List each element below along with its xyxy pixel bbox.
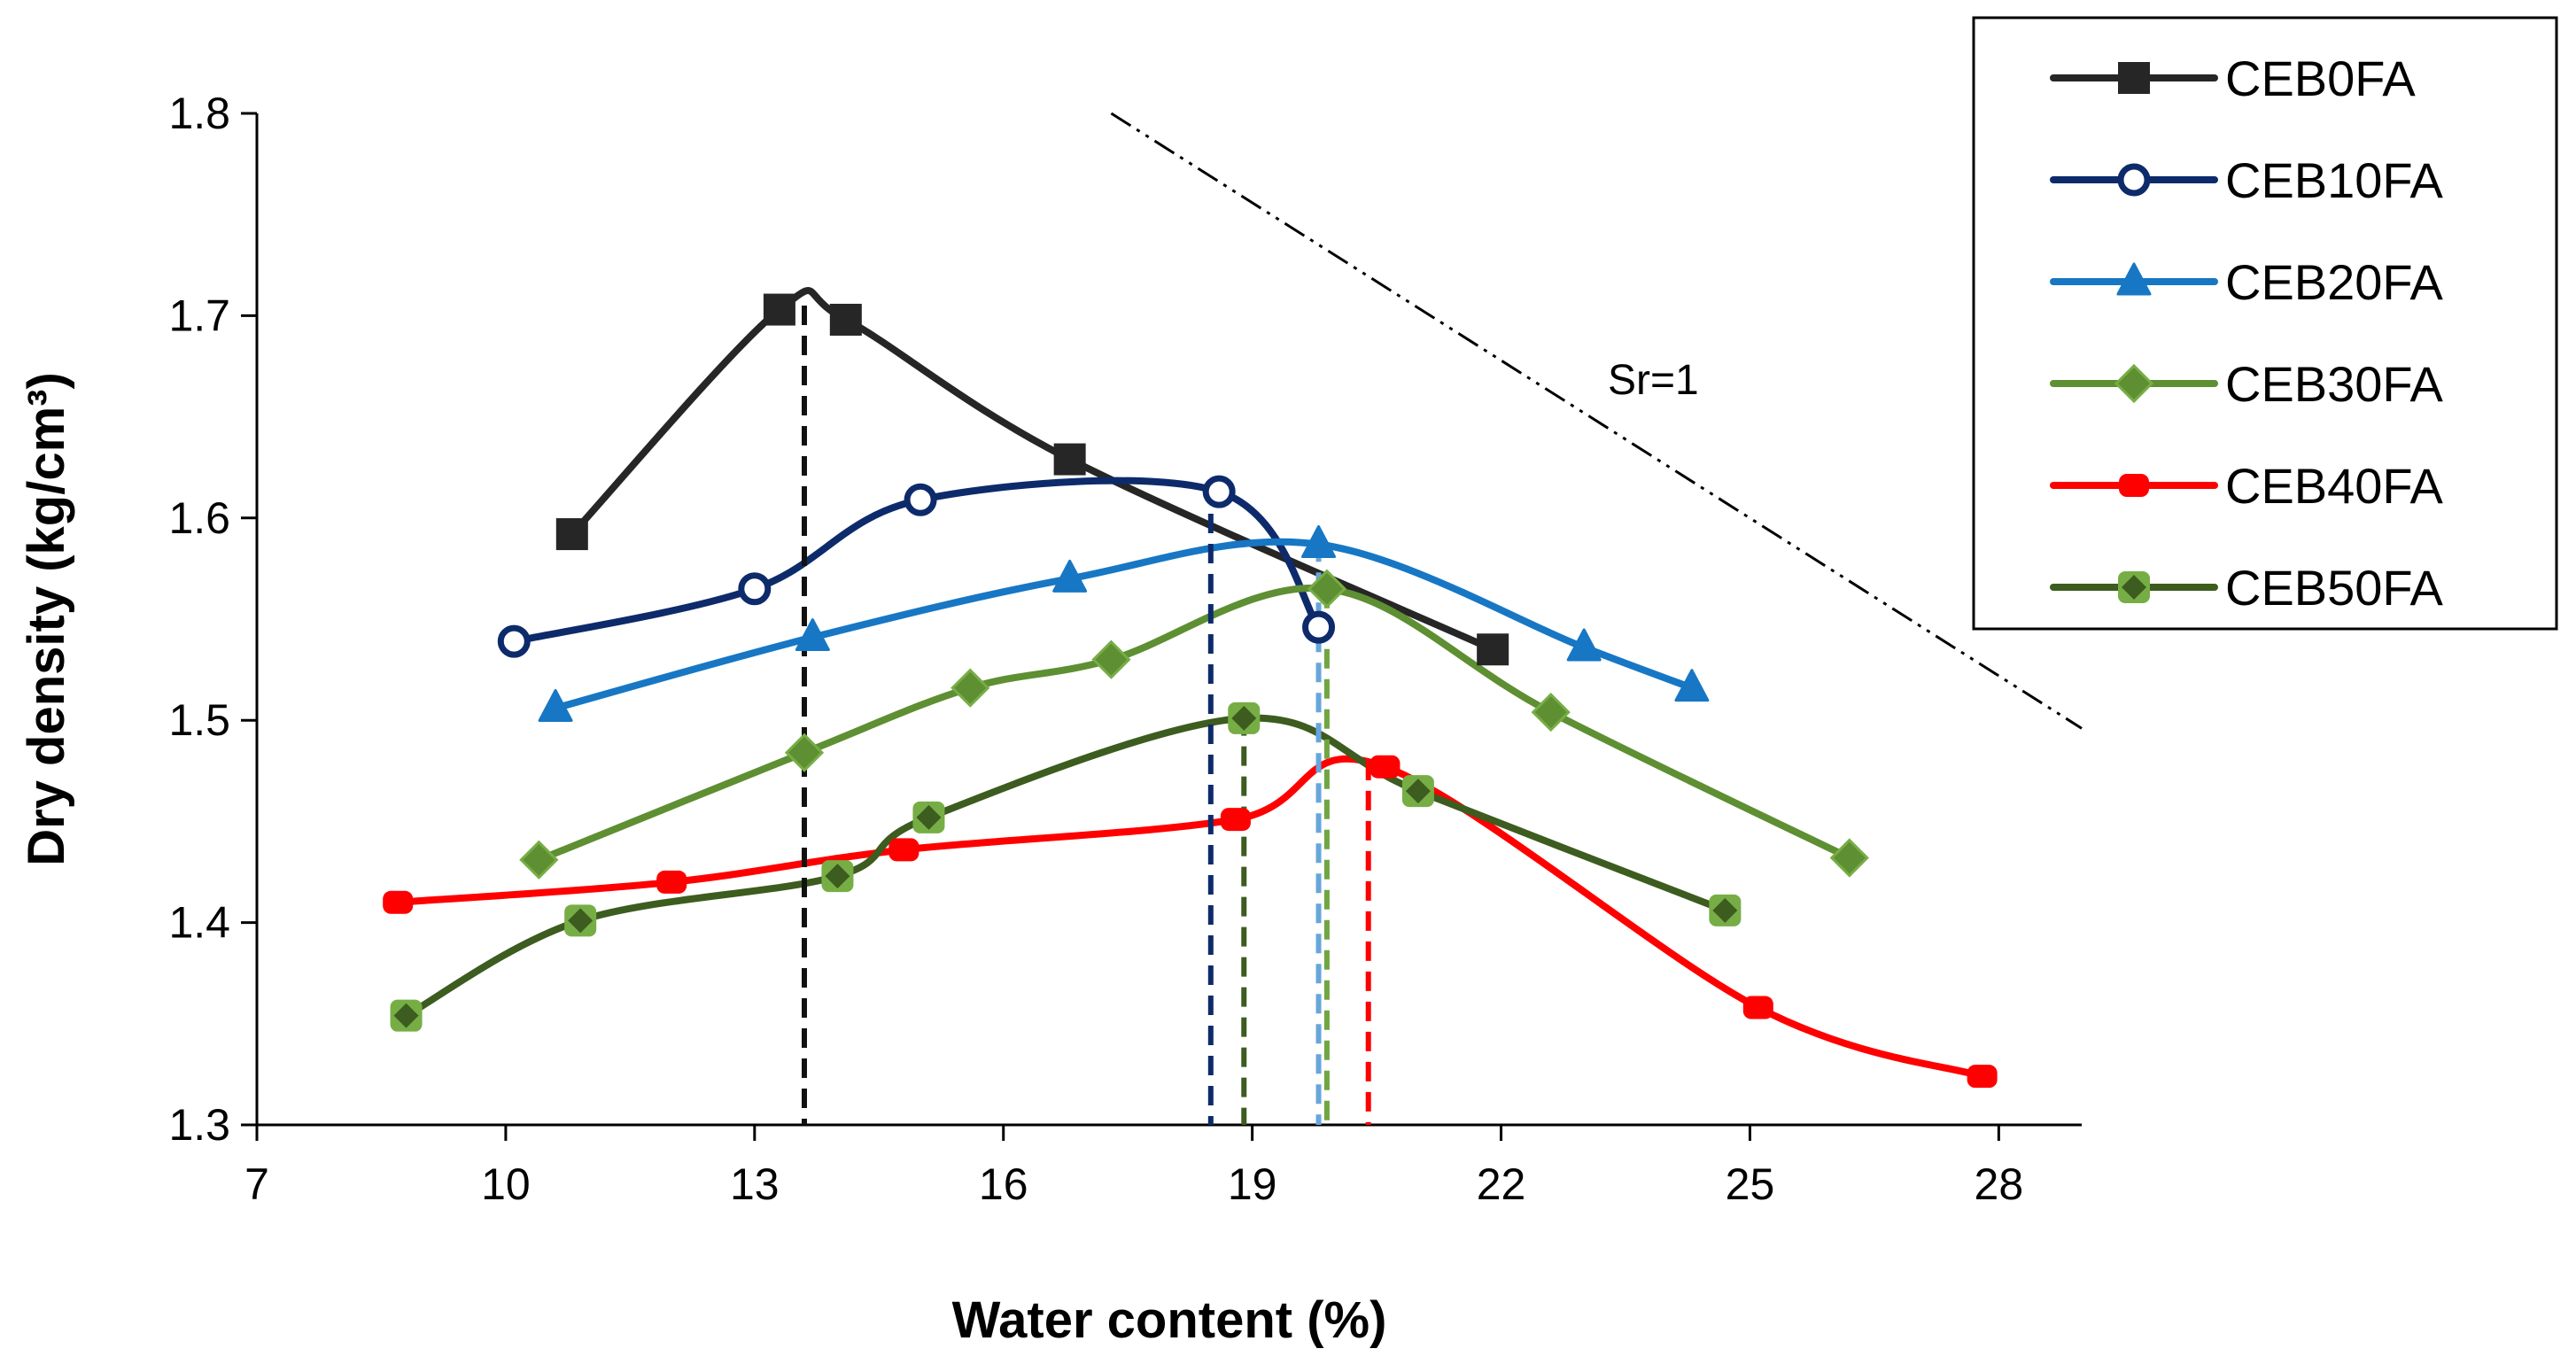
- data-point-ceb40fa: [1220, 808, 1251, 832]
- legend-label: CEB50FA: [2225, 560, 2444, 616]
- legend-swatch-marker: [2118, 571, 2150, 603]
- data-point-ceb40fa: [1742, 996, 1773, 1019]
- data-point-ceb0fa: [555, 518, 588, 551]
- data-point-ceb20fa: [795, 618, 830, 652]
- y-tick-label: 1.6: [168, 493, 230, 543]
- data-point-ceb40fa: [1967, 1065, 1998, 1089]
- data-point-ceb50fa: [821, 860, 854, 893]
- series-line-ceb0fa: [568, 287, 1497, 654]
- data-point-ceb20fa: [1301, 524, 1337, 558]
- data-point-ceb10fa: [738, 572, 772, 606]
- saturation-line: [1110, 112, 2083, 730]
- legend-item-ceb50fa: CEB50FA: [2050, 560, 2444, 616]
- data-point-ceb30fa: [950, 668, 990, 708]
- x-tick-label: 10: [481, 1159, 531, 1209]
- y-tick-label: 1.8: [168, 89, 230, 138]
- x-tick-label: 28: [1975, 1159, 2024, 1209]
- legend-label: CEB40FA: [2225, 458, 2444, 514]
- data-point-ceb0fa: [829, 303, 862, 336]
- legend-item-ceb40fa: CEB40FA: [2050, 458, 2444, 514]
- data-point-ceb20fa: [538, 688, 573, 722]
- data-point-ceb20fa: [1674, 669, 1710, 702]
- y-tick-label: 1.7: [168, 291, 230, 340]
- x-axis-ticks: 7 10 13 16 19 22 25 28: [244, 1125, 2023, 1209]
- data-point-ceb20fa: [1052, 559, 1088, 593]
- data-point-ceb10fa: [1302, 610, 1336, 644]
- y-axis-ticks: 1.3 1.4 1.5 1.6 1.7 1.8: [168, 89, 257, 1150]
- legend-item-ceb10fa: CEB10FA: [2050, 152, 2444, 208]
- data-point-ceb20fa: [1566, 628, 1602, 662]
- data-point-ceb10fa: [904, 483, 937, 516]
- data-point-ceb40fa: [383, 890, 414, 914]
- data-point-ceb30fa: [784, 733, 825, 772]
- data-point-ceb50fa: [1401, 775, 1434, 808]
- data-point-ceb30fa: [1531, 692, 1571, 733]
- data-point-ceb30fa: [519, 840, 559, 880]
- data-point-ceb50fa: [564, 904, 597, 937]
- data-point-ceb30fa: [1829, 838, 1869, 878]
- data-point-ceb40fa: [656, 870, 687, 894]
- saturation-label: Sr=1: [1608, 357, 1699, 404]
- legend-item-ceb0fa: CEB0FA: [2050, 50, 2416, 106]
- y-axis-title: Dry density (kg/cm³): [18, 372, 75, 866]
- y-tick-label: 1.3: [168, 1100, 230, 1150]
- data-point-ceb30fa: [1091, 639, 1131, 679]
- x-tick-label: 7: [244, 1159, 269, 1209]
- legend-item-ceb30fa: CEB30FA: [2050, 356, 2444, 412]
- legend-label: CEB0FA: [2225, 50, 2416, 106]
- legend-label: CEB30FA: [2225, 356, 2444, 412]
- legend-swatch-marker: [2116, 262, 2152, 296]
- legend-swatch-marker: [2118, 62, 2150, 94]
- x-tick-label: 25: [1726, 1159, 1775, 1209]
- legend-box: [1972, 16, 2558, 631]
- legend-swatch-marker: [2117, 163, 2151, 197]
- x-tick-label: 19: [1228, 1159, 1277, 1209]
- series-group: [394, 287, 1986, 1081]
- x-tick-label: 13: [730, 1159, 780, 1209]
- data-point-ceb10fa: [1202, 475, 1236, 508]
- series-line-ceb20fa: [552, 538, 1695, 712]
- series-line-ceb50fa: [402, 714, 1729, 1019]
- legend: CEB0FA CEB10FA CEB20FA CEB30FA CEB40FA CEB50F…: [1972, 16, 2558, 631]
- data-point-ceb0fa: [1053, 443, 1086, 476]
- y-tick-label: 1.4: [168, 898, 230, 948]
- data-point-ceb50fa: [390, 999, 423, 1032]
- x-tick-label: 16: [979, 1159, 1028, 1209]
- data-point-ceb0fa: [763, 293, 795, 326]
- data-point-ceb30fa: [1307, 569, 1347, 608]
- data-point-ceb40fa: [1369, 755, 1401, 779]
- legend-label: CEB10FA: [2225, 152, 2444, 208]
- legend-swatch-marker: [2114, 363, 2154, 404]
- legend-item-ceb20fa: CEB20FA: [2050, 254, 2444, 310]
- data-point-ceb50fa: [1709, 894, 1742, 926]
- plot-area: 1.3 1.4 1.5 1.6 1.7 1.8 7 10 13 16 19 22 25 28 Sr=1: [168, 89, 2083, 1209]
- data-point-ceb0fa: [1477, 633, 1509, 666]
- data-point-ceb40fa: [888, 838, 919, 862]
- x-tick-label: 22: [1477, 1159, 1526, 1209]
- legend-label: CEB20FA: [2225, 254, 2444, 310]
- legend-swatch-marker: [2119, 474, 2149, 497]
- data-point-ceb10fa: [497, 624, 531, 658]
- markers-group: [383, 293, 1998, 1089]
- data-point-ceb50fa: [912, 801, 945, 833]
- saturation-line-group: [1110, 112, 2083, 730]
- data-point-ceb50fa: [1228, 702, 1261, 734]
- x-axis-title: Water content (%): [952, 1291, 1387, 1349]
- y-tick-label: 1.5: [168, 695, 230, 745]
